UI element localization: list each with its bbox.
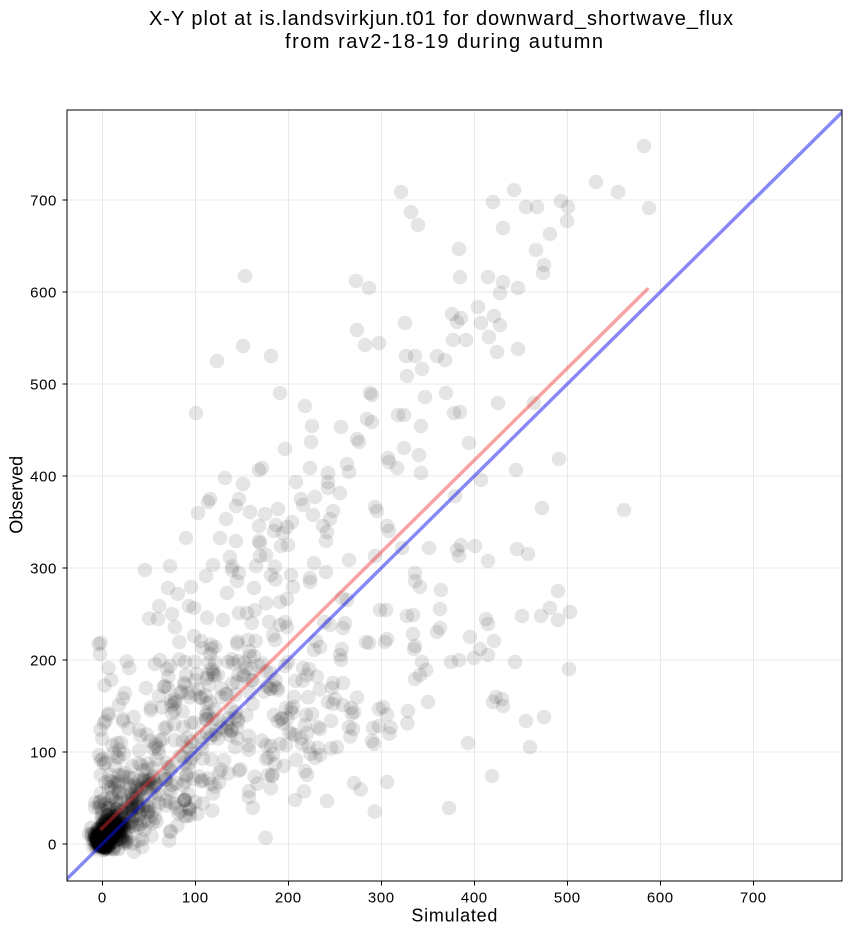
svg-text:400: 400: [30, 468, 57, 485]
svg-text:X-Y plot at is.landsvirkjun.t0: X-Y plot at is.landsvirkjun.t01 for down…: [149, 8, 733, 30]
svg-text:500: 500: [554, 889, 581, 906]
svg-text:200: 200: [275, 889, 302, 906]
svg-text:100: 100: [30, 744, 57, 761]
svg-text:300: 300: [368, 889, 395, 906]
svg-text:200: 200: [30, 652, 57, 669]
svg-text:100: 100: [182, 889, 209, 906]
svg-text:0: 0: [48, 836, 57, 853]
svg-text:700: 700: [740, 889, 767, 906]
svg-text:from rav2-18-19 during autumn: from rav2-18-19 during autumn: [285, 31, 603, 53]
svg-text:0: 0: [98, 889, 107, 906]
svg-text:300: 300: [30, 560, 57, 577]
svg-text:600: 600: [647, 889, 674, 906]
svg-text:600: 600: [30, 284, 57, 301]
svg-text:700: 700: [30, 192, 57, 209]
svg-text:500: 500: [30, 376, 57, 393]
svg-text:Observed: Observed: [7, 456, 27, 534]
svg-text:Simulated: Simulated: [411, 905, 497, 925]
svg-text:400: 400: [461, 889, 488, 906]
